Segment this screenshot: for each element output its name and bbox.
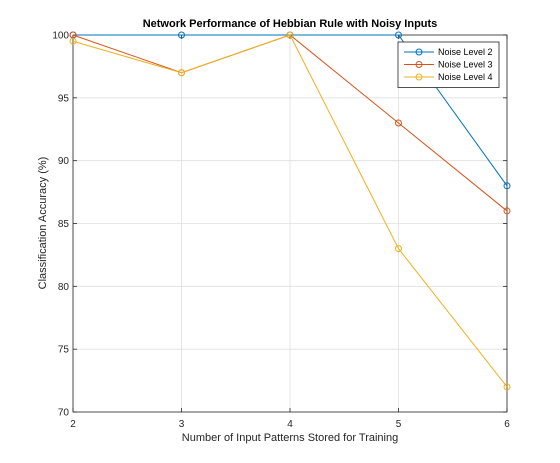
y-tick-label: 75 <box>58 345 70 356</box>
y-axis-label: Classification Accuracy (%) <box>37 157 49 290</box>
x-tick-label: 6 <box>504 419 510 430</box>
data-point <box>286 31 294 39</box>
data-point <box>69 37 77 45</box>
y-tick-label: 85 <box>58 219 70 230</box>
data-point <box>503 207 511 215</box>
legend-entry-label: Noise Level 4 <box>438 72 493 82</box>
data-point <box>395 31 402 39</box>
data-point <box>395 245 402 253</box>
data-point <box>395 119 402 127</box>
data-point <box>503 182 511 190</box>
legend-entry-label: Noise Level 3 <box>438 60 493 70</box>
x-tick-label: 4 <box>287 419 293 430</box>
data-point <box>503 383 511 391</box>
legend-swatch-marker <box>415 61 423 68</box>
legend-entry-label: Noise Level 2 <box>438 47 493 57</box>
y-tick-label: 95 <box>58 93 70 104</box>
y-tick-label: 90 <box>58 156 70 167</box>
y-tick-label: 70 <box>58 408 70 419</box>
legend-swatch-marker <box>415 48 423 56</box>
legend-swatch-marker <box>415 73 423 81</box>
x-tick-label: 5 <box>396 419 402 430</box>
data-point <box>178 31 185 39</box>
x-tick-label: 3 <box>179 419 185 430</box>
data-point <box>178 69 185 77</box>
y-tick-label: 100 <box>52 31 69 42</box>
legend: Noise Level 2 Noise Level 3 Noise Level 4 <box>397 41 500 88</box>
series-line-3 <box>72 34 508 388</box>
chart-title: Network Performance of Hebbian Rule with… <box>143 18 438 30</box>
y-tick-label: 80 <box>58 282 70 293</box>
x-tick-label: 2 <box>70 419 76 430</box>
x-axis-label: Number of Input Patterns Stored for Trai… <box>182 432 398 444</box>
